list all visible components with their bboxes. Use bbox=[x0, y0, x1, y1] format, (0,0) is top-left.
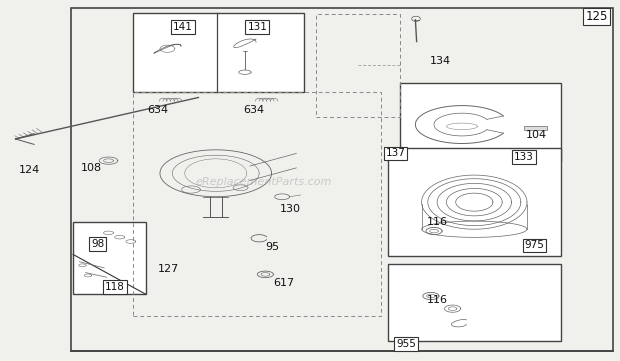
Text: eReplacementParts.com: eReplacementParts.com bbox=[195, 177, 332, 187]
Bar bbox=[71, 8, 613, 351]
Text: 634: 634 bbox=[244, 105, 265, 115]
Bar bbox=[400, 83, 561, 161]
Text: 130: 130 bbox=[280, 204, 301, 214]
Bar bbox=[388, 264, 561, 341]
Text: 133: 133 bbox=[514, 152, 534, 162]
Text: 116: 116 bbox=[427, 217, 448, 227]
Bar bbox=[133, 92, 381, 316]
Text: 124: 124 bbox=[19, 165, 40, 175]
Text: 634: 634 bbox=[148, 105, 169, 115]
Text: 955: 955 bbox=[396, 339, 416, 349]
Text: 137: 137 bbox=[386, 148, 405, 158]
Text: 975: 975 bbox=[525, 240, 544, 251]
Text: 95: 95 bbox=[266, 242, 280, 252]
Text: 131: 131 bbox=[247, 22, 267, 32]
Text: 118: 118 bbox=[105, 282, 125, 292]
Text: 104: 104 bbox=[526, 130, 547, 140]
Bar bbox=[524, 126, 547, 130]
Text: 617: 617 bbox=[273, 278, 294, 288]
Text: 98: 98 bbox=[91, 239, 105, 249]
Bar bbox=[133, 13, 304, 92]
Bar bbox=[388, 148, 561, 256]
Text: 141: 141 bbox=[173, 22, 193, 32]
Text: 134: 134 bbox=[430, 56, 451, 66]
Text: 108: 108 bbox=[81, 163, 102, 173]
Text: 116: 116 bbox=[427, 295, 448, 305]
Bar bbox=[73, 222, 146, 294]
Text: 127: 127 bbox=[158, 264, 179, 274]
Bar bbox=[316, 14, 400, 117]
Text: 125: 125 bbox=[585, 10, 608, 23]
